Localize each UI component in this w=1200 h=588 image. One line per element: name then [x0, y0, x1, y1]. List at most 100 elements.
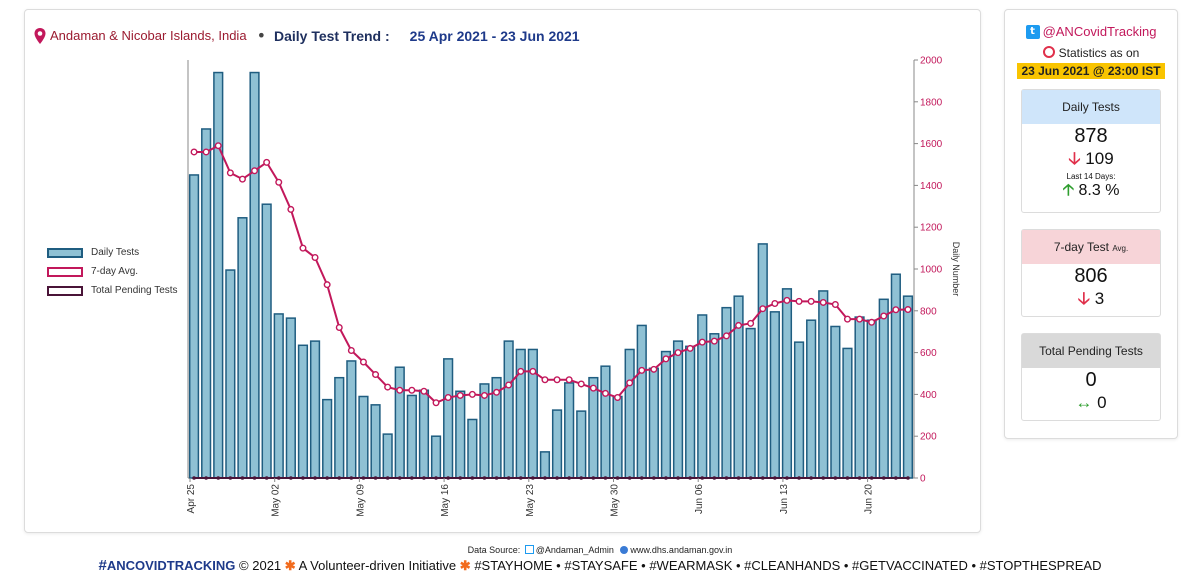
- pending-point: [869, 476, 874, 480]
- date-range: 25 Apr 2021 - 23 Jun 2021: [409, 27, 580, 44]
- bar: [443, 358, 454, 479]
- bar: [322, 398, 333, 479]
- avg-point: [589, 384, 597, 392]
- bar: [806, 319, 817, 479]
- bar: [600, 365, 611, 479]
- footer-hash: #: [98, 557, 107, 574]
- last-14-days-label: Last 14 Days:: [1066, 172, 1116, 181]
- avg-point: [759, 305, 767, 313]
- pending-point: [192, 476, 196, 480]
- bar: [297, 344, 309, 479]
- bar: [201, 128, 212, 479]
- y-tick-label: 1600: [920, 139, 943, 150]
- avg-point: [565, 376, 573, 384]
- twitter-icon: t: [1025, 24, 1040, 39]
- bar: [672, 340, 684, 479]
- bar: [406, 394, 417, 479]
- bar: [612, 395, 623, 479]
- daily-tests-delta-value: 109: [1085, 149, 1114, 168]
- avg-point: [807, 297, 815, 305]
- y-tick-label: 1200: [920, 223, 943, 234]
- pending-point: [373, 476, 378, 480]
- data-source-twitter[interactable]: @Andaman_Admin: [535, 545, 614, 555]
- avg-point: [372, 371, 380, 379]
- avg-point: [650, 365, 658, 373]
- y-axis-title: Daily Number: [951, 242, 961, 297]
- x-tick-label: Jun 20: [864, 484, 875, 514]
- avg-point: [747, 319, 755, 327]
- legend-label-daily-tests: Daily Tests: [91, 247, 140, 258]
- pending-point: [797, 476, 801, 480]
- avg-tests-delta-value: 3: [1094, 289, 1105, 308]
- chart-panel: Andaman & Nicobar Islands, India • Daily…: [24, 9, 981, 533]
- legend-item-7-day-avg[interactable]: 7-day Avg.: [47, 262, 178, 281]
- footer-brand[interactable]: ANCOVIDTRACKING: [106, 558, 236, 573]
- bar: [285, 317, 296, 479]
- avg-point: [904, 306, 912, 314]
- pending-point: [736, 476, 741, 480]
- legend-item-pending-tests[interactable]: Total Pending Tests: [47, 281, 178, 300]
- bar: [709, 333, 720, 479]
- pending-point: [289, 476, 293, 480]
- bar: [769, 311, 780, 479]
- pending-point: [700, 476, 705, 480]
- refresh-ring-icon: [1042, 46, 1055, 58]
- bar: [309, 340, 321, 479]
- location-label: Andaman & Nicobar Islands, India: [50, 28, 247, 43]
- pending-point: [543, 476, 547, 480]
- avg-point: [614, 394, 622, 402]
- legend-swatch-pending-tests: [47, 285, 83, 296]
- avg-point: [892, 306, 900, 314]
- stats-as-of-label: Statistics as on: [1058, 46, 1140, 60]
- avg-point: [674, 349, 682, 357]
- bar: [394, 366, 405, 479]
- avg-point: [432, 399, 440, 407]
- bar: [418, 389, 430, 479]
- avg-point: [214, 142, 222, 150]
- avg-point: [359, 358, 367, 366]
- bar: [564, 382, 575, 479]
- pending-tests-delta-value: 0: [1097, 393, 1107, 412]
- bar: [660, 350, 672, 479]
- pending-tests-delta: ↔ 0: [1022, 392, 1160, 414]
- bar: [854, 316, 865, 479]
- avg-point: [601, 389, 609, 397]
- avg-point: [420, 387, 428, 395]
- bar: [358, 395, 369, 479]
- bar: [382, 433, 393, 479]
- pending-point: [639, 476, 644, 480]
- avg-point: [831, 301, 839, 309]
- avg-point: [577, 380, 585, 388]
- pending-point: [676, 476, 680, 480]
- pending-point: [773, 476, 777, 480]
- avg-point: [311, 254, 319, 262]
- pending-point: [494, 476, 499, 480]
- avg-tests-delta: 🡣 3: [1022, 288, 1160, 310]
- data-source-website[interactable]: www.dhs.andaman.gov.in: [630, 545, 733, 555]
- daily-tests-card-title: Daily Tests: [1022, 90, 1160, 124]
- twitter-handle[interactable]: t @ANCovidTracking: [1005, 24, 1177, 39]
- avg-point: [287, 205, 295, 213]
- avg-point: [529, 367, 537, 375]
- bar: [188, 174, 200, 479]
- data-source-label: Data Source:: [467, 545, 521, 555]
- avg-point: [698, 338, 706, 346]
- pending-point: [204, 476, 208, 480]
- bar: [624, 348, 635, 479]
- chart-header: Andaman & Nicobar Islands, India • Daily…: [33, 26, 580, 45]
- avg-point: [456, 391, 464, 399]
- legend-item-daily-tests[interactable]: Daily Tests: [47, 243, 178, 262]
- header-bullet: •: [256, 26, 266, 45]
- y-tick-label: 200: [920, 432, 937, 443]
- pending-point: [325, 476, 329, 480]
- pending-point: [591, 476, 596, 480]
- avg-point: [880, 312, 888, 320]
- pending-point: [785, 476, 789, 480]
- twitter-small-icon: [524, 545, 534, 554]
- avg-point: [275, 178, 283, 186]
- x-tick-label: Jun 13: [779, 484, 790, 514]
- pending-point: [748, 476, 753, 480]
- bar: [781, 288, 793, 479]
- bar: [249, 71, 260, 479]
- x-tick-label: Apr 25: [186, 484, 197, 514]
